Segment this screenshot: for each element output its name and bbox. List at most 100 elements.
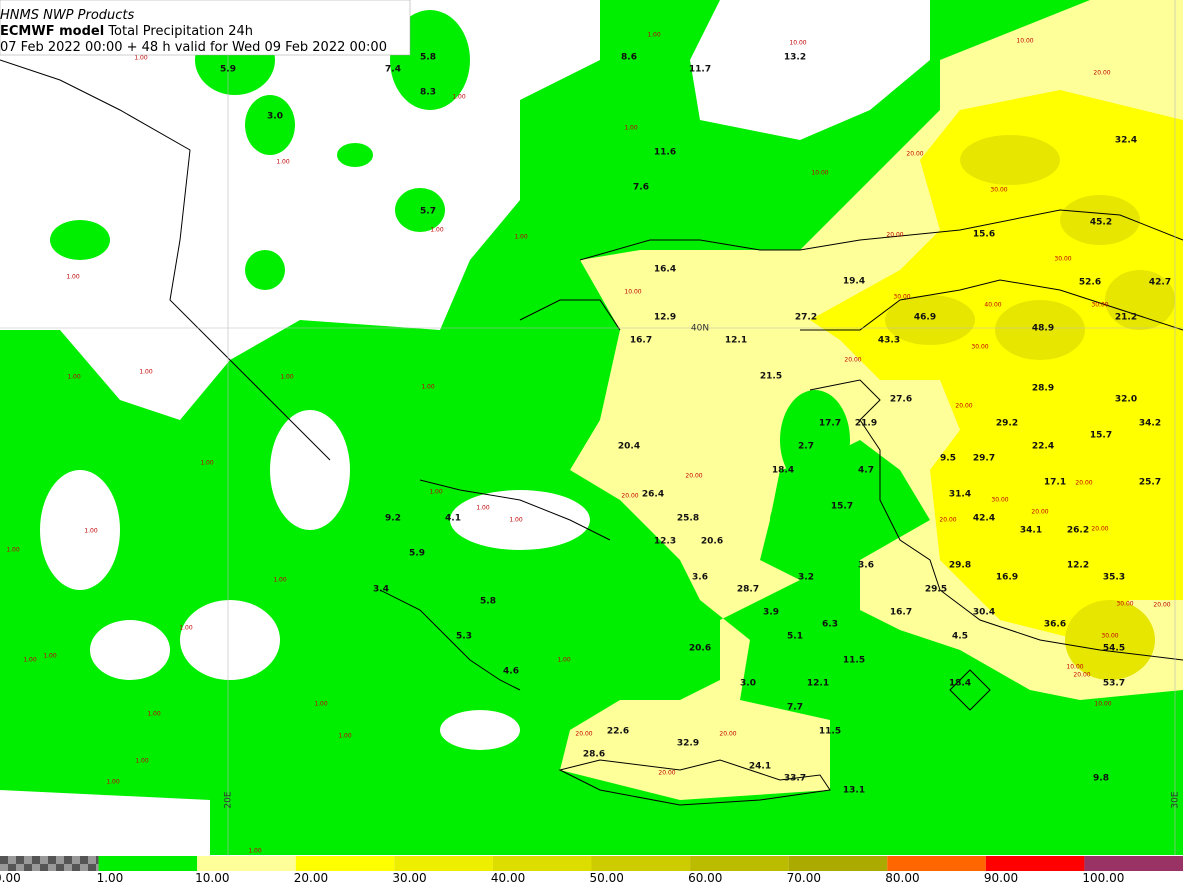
point-value: 20.4 [618, 442, 640, 452]
colorbar-segment [985, 856, 1085, 871]
contour-label: 1.00 [430, 227, 444, 234]
point-value: 30.4 [973, 608, 995, 618]
point-value: 42.7 [1149, 278, 1171, 288]
colorbar-label: 70.00 [787, 871, 821, 885]
point-value: 17.7 [819, 419, 841, 429]
point-value: 32.4 [1115, 136, 1137, 146]
point-value: 22.4 [1032, 442, 1054, 452]
colorbar-segment [1084, 856, 1183, 871]
point-value: 20.6 [689, 644, 711, 654]
point-value: 11.6 [654, 148, 676, 158]
point-value: 7.4 [385, 65, 401, 75]
contour-label: 1.00 [273, 577, 287, 584]
contour-label: 1.00 [476, 505, 490, 512]
point-value: 5.7 [420, 207, 436, 217]
contour-label: 10.00 [1066, 664, 1083, 671]
point-value: 4.6 [503, 667, 519, 677]
point-value: 11.7 [689, 65, 711, 75]
contour-label: 10.00 [1016, 38, 1033, 45]
colorbar-label: 0.00 [0, 871, 21, 885]
colorbar-segment [788, 856, 888, 871]
coastlines [0, 59, 1183, 806]
contour-label: 1.00 [23, 657, 37, 664]
point-value: 5.9 [220, 65, 236, 75]
point-value: 15.6 [973, 230, 995, 240]
point-value: 16.4 [654, 265, 676, 275]
contour-label: 10.00 [1094, 701, 1111, 708]
contour-label: 1.00 [624, 125, 638, 132]
contour-label: 20.00 [621, 493, 638, 500]
point-value: 8.6 [621, 53, 637, 63]
point-value: 36.6 [1044, 620, 1066, 630]
header: HNMS NWP Products ECMWF model Total Prec… [0, 0, 411, 56]
point-value: 11.5 [843, 656, 865, 666]
point-value: 18.4 [949, 679, 971, 689]
contour-label: 20.00 [844, 357, 861, 364]
point-value: 25.7 [1139, 478, 1161, 488]
contour-label: 20.00 [575, 731, 592, 738]
field [0, 0, 1183, 855]
header-line: ECMWF model Total Precipitation 24h [0, 24, 253, 39]
point-value: 8.3 [420, 88, 436, 98]
contour-label: 40.00 [984, 302, 1001, 309]
contour-label: 1.00 [67, 374, 81, 381]
contour-label: 10.00 [789, 40, 806, 47]
point-value: 16.7 [890, 608, 912, 618]
point-value: 4.7 [858, 466, 874, 476]
point-value: 29.7 [973, 454, 995, 464]
point-value: 5.3 [456, 632, 472, 642]
colorbar-label: 30.00 [392, 871, 426, 885]
point-value: 7.6 [633, 183, 649, 193]
point-value: 9.8 [1093, 774, 1109, 784]
contour-label: 30.00 [991, 497, 1008, 504]
colorbar-segment [591, 856, 691, 871]
contour-label: 1.00 [6, 547, 20, 554]
model-name: ECMWF model [0, 24, 104, 39]
colorbar-segment [887, 856, 986, 871]
point-value: 12.2 [1067, 561, 1089, 571]
point-value: 4.1 [445, 514, 461, 524]
point-value: 3.6 [858, 561, 874, 571]
point-value: 5.8 [480, 597, 496, 607]
point-value: 6.3 [822, 620, 838, 630]
colorbar-segment [98, 856, 198, 871]
point-value: 18.4 [772, 466, 794, 476]
point-value: 34.2 [1139, 419, 1161, 429]
point-value: 4.5 [952, 632, 968, 642]
contour-label: 1.00 [452, 94, 466, 101]
header-line: HNMS NWP Products [0, 8, 135, 23]
colorbar-segment [295, 856, 395, 871]
contour-label: 1.00 [134, 55, 148, 62]
contour-label: 1.00 [139, 369, 153, 376]
contour-label: 20.00 [1031, 509, 1048, 516]
contour-label: 30.00 [893, 294, 910, 301]
contour-label: 1.00 [514, 234, 528, 241]
contour-label: 1.00 [647, 32, 661, 39]
contour-label: 30.00 [1101, 633, 1118, 640]
contour-label: 30.00 [1116, 601, 1133, 608]
point-value: 52.6 [1079, 278, 1101, 288]
contour-label: 1.00 [314, 701, 328, 708]
point-value: 53.7 [1103, 679, 1125, 689]
point-value: 26.2 [1067, 526, 1089, 536]
grid-label: 20E [224, 791, 234, 808]
colorbar-segment [492, 856, 592, 871]
point-value: 33.7 [784, 774, 806, 784]
point-value: 28.7 [737, 585, 759, 595]
contour-label: 20.00 [1093, 70, 1110, 77]
contour-label: 1.00 [135, 758, 149, 765]
point-value: 16.7 [630, 336, 652, 346]
point-value: 12.1 [725, 336, 747, 346]
point-value: 3.4 [373, 585, 389, 595]
contour-label: 1.00 [106, 779, 120, 786]
colorbar-label: 100.00 [1082, 871, 1124, 885]
contour-label: 30.00 [1054, 256, 1071, 263]
graticule [0, 0, 1183, 855]
point-value: 9.5 [940, 454, 956, 464]
contour-label: 1.00 [248, 848, 262, 855]
contour-label: 1.00 [66, 274, 80, 281]
contour-label: 1.00 [429, 489, 443, 496]
point-value: 7.7 [787, 703, 803, 713]
contour-label: 30.00 [971, 344, 988, 351]
